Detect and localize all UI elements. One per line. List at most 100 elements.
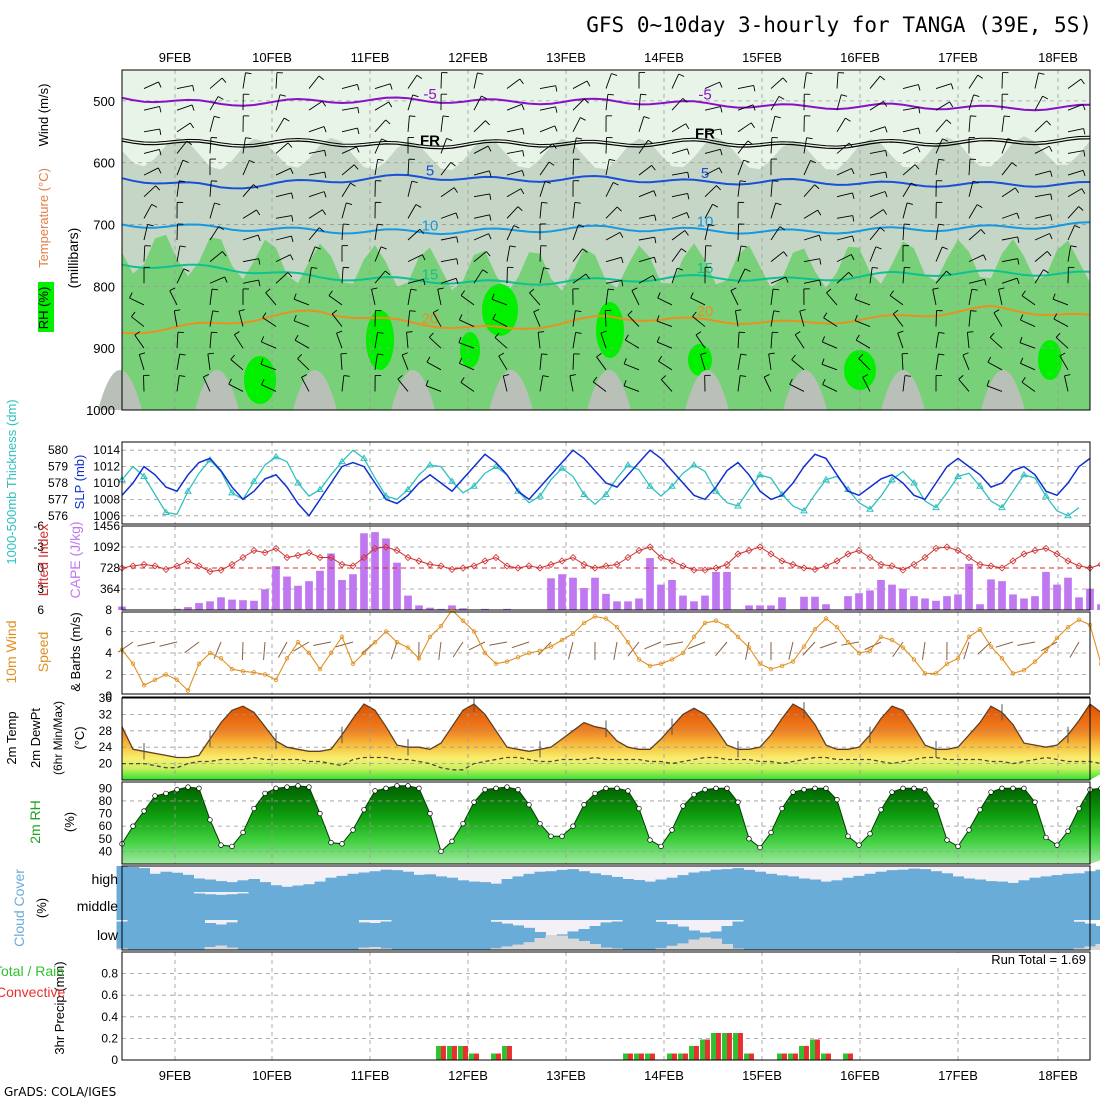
date-tick-label: 17FEB	[938, 1068, 978, 1083]
wind-tick-label: 2	[105, 668, 112, 682]
wind-barb-shaft	[902, 182, 912, 197]
thickness-tick-label: 579	[48, 460, 68, 474]
wind-barb-flag	[192, 85, 195, 92]
wind-barb-flag	[763, 374, 770, 378]
cloud-bar-middle	[292, 892, 304, 920]
cape-bar	[635, 598, 643, 610]
cloud-low-gap	[358, 947, 370, 950]
wind-speed-point	[559, 637, 565, 643]
cloud-bar-low	[336, 920, 348, 950]
precip-frame	[121, 951, 1091, 1061]
lifted-index-point	[690, 566, 698, 574]
date-tick-label: 18FEB	[1038, 50, 1078, 65]
lifted-index-point	[833, 557, 841, 565]
wind-speed-point	[977, 627, 983, 632]
wind-barb-shaft	[506, 128, 523, 133]
cloud-low-gap	[501, 946, 513, 950]
cloud-bar-high	[369, 871, 381, 892]
wind-barb-flag	[552, 143, 557, 149]
rh-point	[548, 833, 554, 839]
slp-line	[121, 449, 1091, 518]
wind-barb-flag	[290, 168, 294, 174]
precip-conv-bar	[716, 1033, 721, 1060]
wind-barb-flag	[980, 229, 986, 235]
cloud-bar-low	[292, 920, 304, 950]
wind-barb-flag	[993, 309, 1000, 314]
wind-speed-point	[900, 645, 906, 650]
wind-barb-shaft	[1052, 298, 1069, 306]
wind-barb-shaft	[426, 361, 442, 371]
wind-speed-point	[878, 634, 884, 640]
wind-barb-flag	[406, 331, 413, 333]
wind-barb-shaft	[993, 312, 1003, 327]
precip-total-bar	[634, 1053, 639, 1060]
cloud-bar-high	[215, 881, 227, 892]
wind-speed-point	[867, 648, 873, 654]
surface-hump	[489, 370, 533, 410]
wind-barb-shaft	[539, 375, 544, 392]
rh-tick-label: 80	[99, 794, 113, 808]
slp-frame	[121, 441, 1091, 525]
wind-barb-flag	[983, 254, 987, 261]
cloud-bar-high	[248, 879, 260, 892]
ylabel-cloud-unit: (%)	[34, 898, 49, 918]
wind-barb-flag	[885, 150, 888, 157]
cape-bar	[228, 599, 236, 610]
cape-bar	[305, 581, 313, 610]
cloud-bar-low	[512, 925, 524, 950]
wind-speed-point	[372, 640, 378, 645]
cloud-bar-low	[391, 920, 403, 950]
wind-barb-shaft	[638, 116, 645, 132]
wind-barb-shaft	[473, 214, 490, 219]
thickness-point	[360, 454, 368, 461]
wind-barb-flag	[517, 206, 523, 212]
cape-bar	[459, 608, 467, 610]
wind-barb-flag	[986, 380, 990, 386]
cloud-bar-low	[897, 920, 909, 950]
wind-speed-point	[735, 634, 741, 640]
rh-point	[581, 802, 587, 808]
wind-barb-flag	[607, 288, 615, 291]
cloud-bar-low	[369, 923, 381, 950]
rh-point	[163, 790, 169, 797]
wind-barb-shaft	[539, 125, 556, 133]
wind-barb-shaft	[374, 159, 379, 176]
wind-barb-flag	[331, 309, 338, 315]
wind-barb-shaft	[836, 72, 839, 89]
wind-barb-flag	[607, 93, 614, 96]
date-tick-label: 15FEB	[742, 1068, 782, 1083]
cloud-low-gap	[567, 938, 579, 950]
wind-barb-shaft	[176, 180, 180, 197]
wind-barb-flag	[1053, 313, 1058, 320]
lifted-index-point	[1053, 550, 1061, 558]
thickness-point	[932, 503, 940, 511]
wind-speed-point	[185, 688, 191, 693]
wind-barb-shaft	[209, 116, 215, 132]
wind-barb-flag	[291, 235, 294, 242]
wind-barb-flag	[1070, 245, 1077, 248]
cloud-bar-middle	[875, 892, 887, 920]
rh-point	[515, 786, 521, 793]
wind-barb-flag	[821, 358, 825, 365]
wind-barb-shaft	[374, 224, 378, 241]
wind-barb-shaft	[308, 191, 325, 198]
wind-barb-flag	[157, 167, 162, 174]
wind-barb-shaft	[374, 246, 382, 262]
rh-bright-blob	[460, 332, 480, 368]
cloud-bar-high	[743, 869, 755, 892]
wind-barb-flag	[460, 377, 465, 383]
wind-barb-flag	[458, 336, 462, 343]
cape-bar	[1020, 598, 1028, 610]
precip-tick-label: 0	[111, 1053, 118, 1067]
wind-barb-shaft	[473, 145, 489, 154]
rh-point	[284, 784, 290, 790]
wind-speed-point	[592, 614, 598, 619]
wind10m-barb	[819, 641, 838, 649]
cloud-bar-high	[765, 873, 777, 892]
slp-panel: 580579578577576101410121010100810061000-…	[4, 399, 1091, 565]
wind-barb-flag	[687, 172, 690, 179]
wind-barb-flag	[740, 353, 747, 356]
wind-barb-shaft	[341, 146, 357, 154]
wind-barb-flag	[1052, 293, 1056, 300]
wind-barb-shaft	[275, 272, 289, 284]
